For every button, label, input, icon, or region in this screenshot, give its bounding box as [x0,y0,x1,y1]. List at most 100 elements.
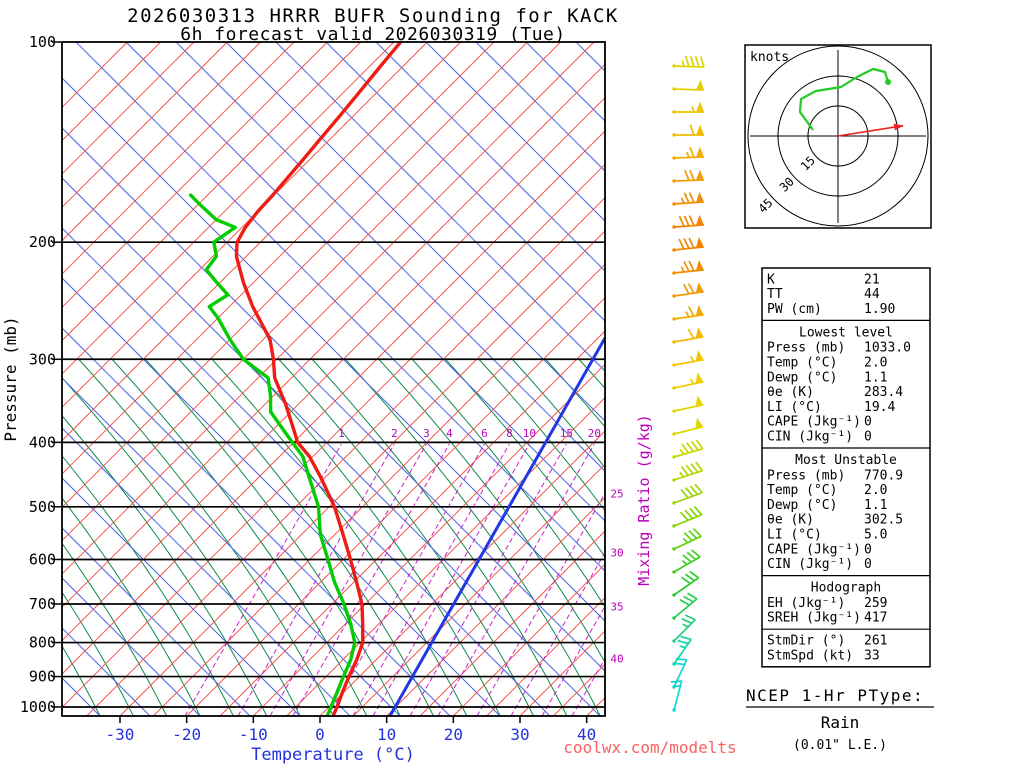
temperature-tick-label: -30 [106,725,135,744]
dry-adiabat-line [375,41,605,272]
mixing-ratio-line [352,443,510,717]
wind-barb [672,372,704,390]
moist-adiabat-line [478,358,605,512]
stat-value: 21 [864,272,880,287]
stat-label: CIN (Jkg⁻¹) [767,557,853,572]
pressure-tick-label: 1000 [20,698,56,716]
dry-adiabat-line [325,41,605,322]
stat-section-title: Most Unstable [795,453,897,468]
moist-adiabat-line [111,358,368,717]
isotherm-line [62,41,595,575]
hodograph-trace-end-dot [885,79,891,85]
stat-label: StmSpd (kt) [767,648,853,663]
pressure-tick-label: 300 [29,350,56,368]
stat-value: 33 [864,648,880,663]
dry-adiabat-line [62,277,501,717]
mixing-ratio-value-labels: 1 2 3 4 6 8 10 15 20 25 30 35 40 [338,427,624,666]
isotherm-line [119,230,605,717]
moist-adiabat-line [278,358,534,717]
pressure-tick-label: 200 [29,233,56,251]
moist-adiabat-line [178,358,434,717]
stat-label: Press (mb) [767,341,845,356]
chart-subtitle: 6h forecast valid 2026030319 (Tue) [180,24,565,45]
dry-adiabat-line [425,41,605,222]
pressure-tick-label: 100 [29,33,56,51]
stat-label: θe (K) [767,385,814,400]
axis-ticks [52,41,588,723]
isotherm-line [62,41,295,275]
moist-adiabat-line [62,455,234,717]
pressure-tick-label: 800 [29,634,56,652]
stat-label: θe (K) [767,513,814,528]
stat-value: 0 [864,430,872,445]
wind-barb [672,79,705,91]
stat-label: K [767,272,775,287]
stat-value: 1.90 [864,302,895,317]
mixing-ratio-label: 6 [481,427,488,440]
dry-adiabat-line [225,41,605,422]
stat-section-title: Hodograph [811,581,881,596]
stat-value: 0 [864,542,872,557]
stat-value: 0 [864,557,872,572]
isotherm-line [86,196,605,717]
dry-adiabat-line [62,577,201,717]
temperature-curve [234,41,403,717]
wind-barb [672,191,704,206]
wind-barb [672,614,696,643]
moist-adiabat-line [1012,359,1024,716]
mixing-ratio-label: 1 [338,427,345,440]
moist-adiabat-line [378,358,605,664]
wind-barb [672,236,704,252]
mixing-ratio-line [237,443,395,717]
isotherm-line [62,41,461,442]
wind-barb [672,417,704,436]
stat-value: 283.4 [864,385,903,400]
moist-adiabat-line [62,591,134,717]
mixing-ratio-label: 4 [446,427,453,440]
isotherm-line [62,163,605,709]
hodograph-trace [798,67,890,131]
isotherm-line [62,41,361,342]
wind-barb [672,327,704,344]
mixing-ratio-label: 30 [610,547,623,560]
wind-barb [672,169,705,183]
plot-border [61,41,606,717]
moist-adiabat-line [946,359,1024,716]
wind-barb [672,350,704,367]
moist-adiabat-line [544,358,605,428]
wind-barb [672,439,704,459]
dry-adiabat-line [275,41,605,372]
moist-adiabat-line [62,415,268,717]
moist-adiabat-line [311,358,568,717]
chart-title: 2026030313 HRRR BUFR Sounding for KACK [127,5,619,27]
stat-value: 0 [864,415,872,430]
wind-barb [672,259,704,275]
isotherm-line [62,41,228,209]
isotherm-line [62,41,395,375]
stat-section-title: Lowest level [799,325,893,340]
stat-value: 261 [864,634,887,649]
stat-label: PW (cm) [767,302,822,317]
stat-label: EH (Jkg⁻¹) [767,596,845,611]
wind-barb [672,146,705,160]
dry-adiabat-line [475,41,605,172]
dry-adiabat-line [75,41,605,572]
mixing-ratio-axis-label: Mixing Ratio (g/kg) [635,414,653,586]
mixing-ratio-line [409,443,567,717]
stat-value: 44 [864,287,880,302]
stat-value: 19.4 [864,400,895,415]
stat-label: Temp (°C) [767,356,837,371]
wind-barb [672,214,704,229]
wind-barb [672,635,692,666]
isotherm-line [62,41,528,509]
mixing-ratio-line [541,606,605,717]
dry-adiabat-line [175,41,605,472]
mixing-ratio-label: 15 [560,427,573,440]
wind-barb [672,395,704,413]
dry-adiabat-line [125,41,605,522]
mixing-ratio-label: 8 [506,427,513,440]
wind-barb [672,305,704,321]
temperature-tick-label: -20 [172,725,201,744]
